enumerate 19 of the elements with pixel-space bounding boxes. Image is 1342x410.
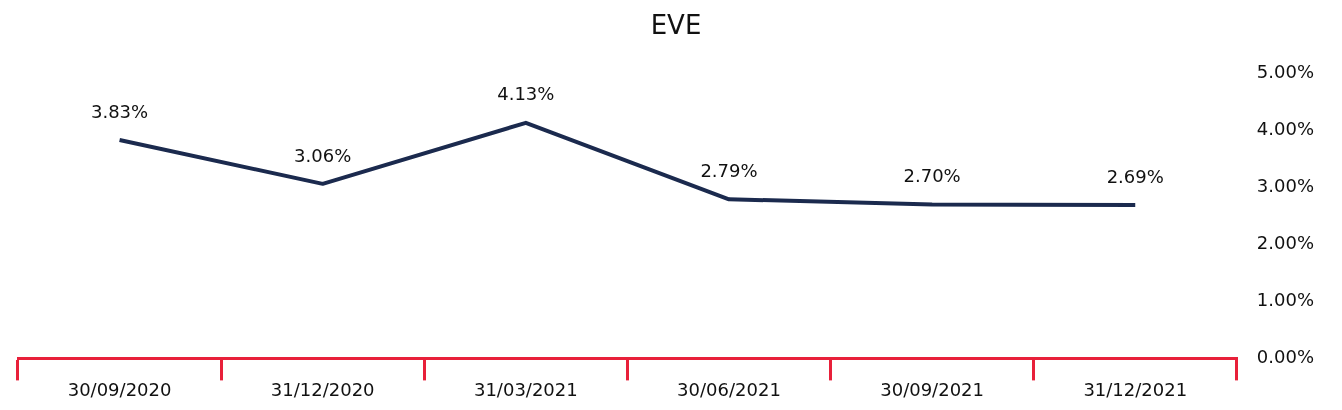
data-label: 4.13% [497, 83, 555, 105]
x-tick-label: 31/12/2020 [270, 378, 375, 400]
data-label: 2.69% [1106, 165, 1164, 187]
y-tick-label: 4.00% [1256, 117, 1315, 139]
data-label: 2.70% [903, 165, 961, 187]
x-tick-label: 30/09/2021 [880, 378, 984, 400]
y-tick-label: 5.00% [1256, 60, 1315, 82]
chart-title: EVE [650, 10, 702, 41]
y-tick-label: 0.00% [1256, 346, 1315, 368]
data-label: 2.79% [700, 159, 758, 181]
x-tick-label: 30/09/2020 [67, 378, 172, 400]
x-tick-label: 31/12/2021 [1083, 378, 1188, 400]
data-label: 3.06% [294, 144, 352, 166]
y-tick-label: 2.00% [1256, 231, 1315, 253]
data-label: 3.83% [90, 100, 149, 122]
x-tick-label: 30/06/2021 [677, 378, 781, 400]
y-tick-label: 1.00% [1256, 289, 1315, 311]
x-tick-label: 31/03/2021 [473, 378, 578, 400]
y-tick-label: 3.00% [1256, 174, 1315, 196]
